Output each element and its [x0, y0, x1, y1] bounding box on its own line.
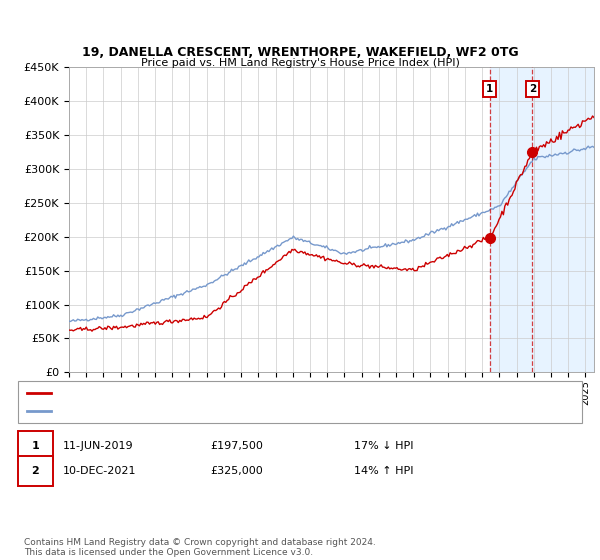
Text: Price paid vs. HM Land Registry's House Price Index (HPI): Price paid vs. HM Land Registry's House … — [140, 58, 460, 68]
Text: 19, DANELLA CRESCENT, WRENTHORPE, WAKEFIELD, WF2 0TG: 19, DANELLA CRESCENT, WRENTHORPE, WAKEFI… — [82, 46, 518, 59]
Text: 14% ↑ HPI: 14% ↑ HPI — [354, 466, 413, 476]
Text: 1: 1 — [486, 84, 493, 94]
Text: £197,500: £197,500 — [210, 441, 263, 451]
Text: 19, DANELLA CRESCENT, WRENTHORPE, WAKEFIELD, WF2 0TG (detached house): 19, DANELLA CRESCENT, WRENTHORPE, WAKEFI… — [55, 389, 452, 398]
Text: £325,000: £325,000 — [210, 466, 263, 476]
Text: 2: 2 — [529, 84, 536, 94]
Text: HPI: Average price, detached house, Wakefield: HPI: Average price, detached house, Wake… — [55, 406, 283, 416]
Bar — [490, 67, 594, 372]
Text: 1: 1 — [32, 441, 39, 451]
Text: Contains HM Land Registry data © Crown copyright and database right 2024.
This d: Contains HM Land Registry data © Crown c… — [24, 538, 376, 557]
Text: 17% ↓ HPI: 17% ↓ HPI — [354, 441, 413, 451]
Text: 10-DEC-2021: 10-DEC-2021 — [63, 466, 137, 476]
Text: 2: 2 — [32, 466, 39, 476]
Text: 11-JUN-2019: 11-JUN-2019 — [63, 441, 134, 451]
